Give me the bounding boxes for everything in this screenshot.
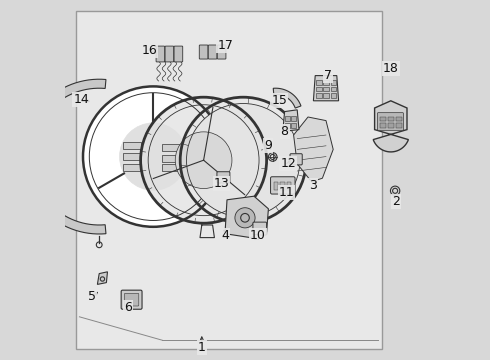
Bar [388,123,394,128]
Text: 4: 4 [221,229,229,242]
Bar [331,87,336,91]
Bar [316,80,321,85]
Text: 10: 10 [250,229,266,242]
Circle shape [187,104,300,217]
Circle shape [141,97,267,223]
Polygon shape [314,76,339,101]
Bar [274,182,278,190]
Bar [396,123,402,128]
Text: 18: 18 [383,62,399,75]
Bar [331,93,336,98]
FancyBboxPatch shape [199,45,208,59]
Bar [162,164,182,171]
Text: 17: 17 [217,39,233,51]
Text: 14: 14 [74,93,89,105]
Polygon shape [98,272,107,284]
Polygon shape [283,110,299,131]
FancyBboxPatch shape [253,222,267,235]
Bar [285,123,290,128]
Bar [323,80,329,85]
Polygon shape [294,117,333,182]
Text: 12: 12 [280,157,296,170]
Bar [287,182,292,190]
FancyBboxPatch shape [290,154,302,165]
Text: 11: 11 [278,186,294,199]
Text: 6: 6 [124,301,132,314]
Bar [292,123,296,128]
Polygon shape [373,101,408,152]
Circle shape [235,208,255,228]
Text: 8: 8 [281,125,289,138]
Polygon shape [22,79,106,234]
Text: 3: 3 [310,179,318,192]
FancyBboxPatch shape [124,293,139,306]
Bar [162,155,182,162]
FancyBboxPatch shape [217,45,226,59]
Circle shape [83,86,223,227]
Bar [162,144,182,151]
Bar [331,80,336,85]
Bar [122,142,141,149]
FancyBboxPatch shape [217,172,230,183]
Text: 16: 16 [142,44,157,57]
Text: 7: 7 [324,69,332,82]
Bar [280,182,285,190]
Bar [292,116,296,121]
FancyBboxPatch shape [76,11,382,349]
Text: 5: 5 [88,291,96,303]
Bar [380,123,387,128]
Bar [388,117,394,121]
FancyBboxPatch shape [156,46,165,62]
Circle shape [175,132,232,189]
Bar [396,117,402,121]
Polygon shape [254,234,258,239]
Text: 9: 9 [265,139,272,152]
Bar [316,93,321,98]
Bar [122,164,141,171]
Bar [380,117,387,121]
FancyBboxPatch shape [174,46,183,62]
Bar [316,87,321,91]
Polygon shape [223,196,269,238]
Text: 15: 15 [271,94,287,107]
FancyBboxPatch shape [270,177,295,194]
Bar [323,93,329,98]
FancyBboxPatch shape [208,45,217,59]
Text: 2: 2 [392,195,400,208]
Bar [323,87,329,91]
Bar [285,116,290,121]
FancyBboxPatch shape [165,46,174,62]
Polygon shape [273,88,301,108]
Text: 1: 1 [198,341,206,354]
FancyBboxPatch shape [377,113,403,130]
Circle shape [120,123,187,190]
Bar [122,153,141,160]
FancyBboxPatch shape [121,290,142,309]
Text: 13: 13 [214,177,229,190]
